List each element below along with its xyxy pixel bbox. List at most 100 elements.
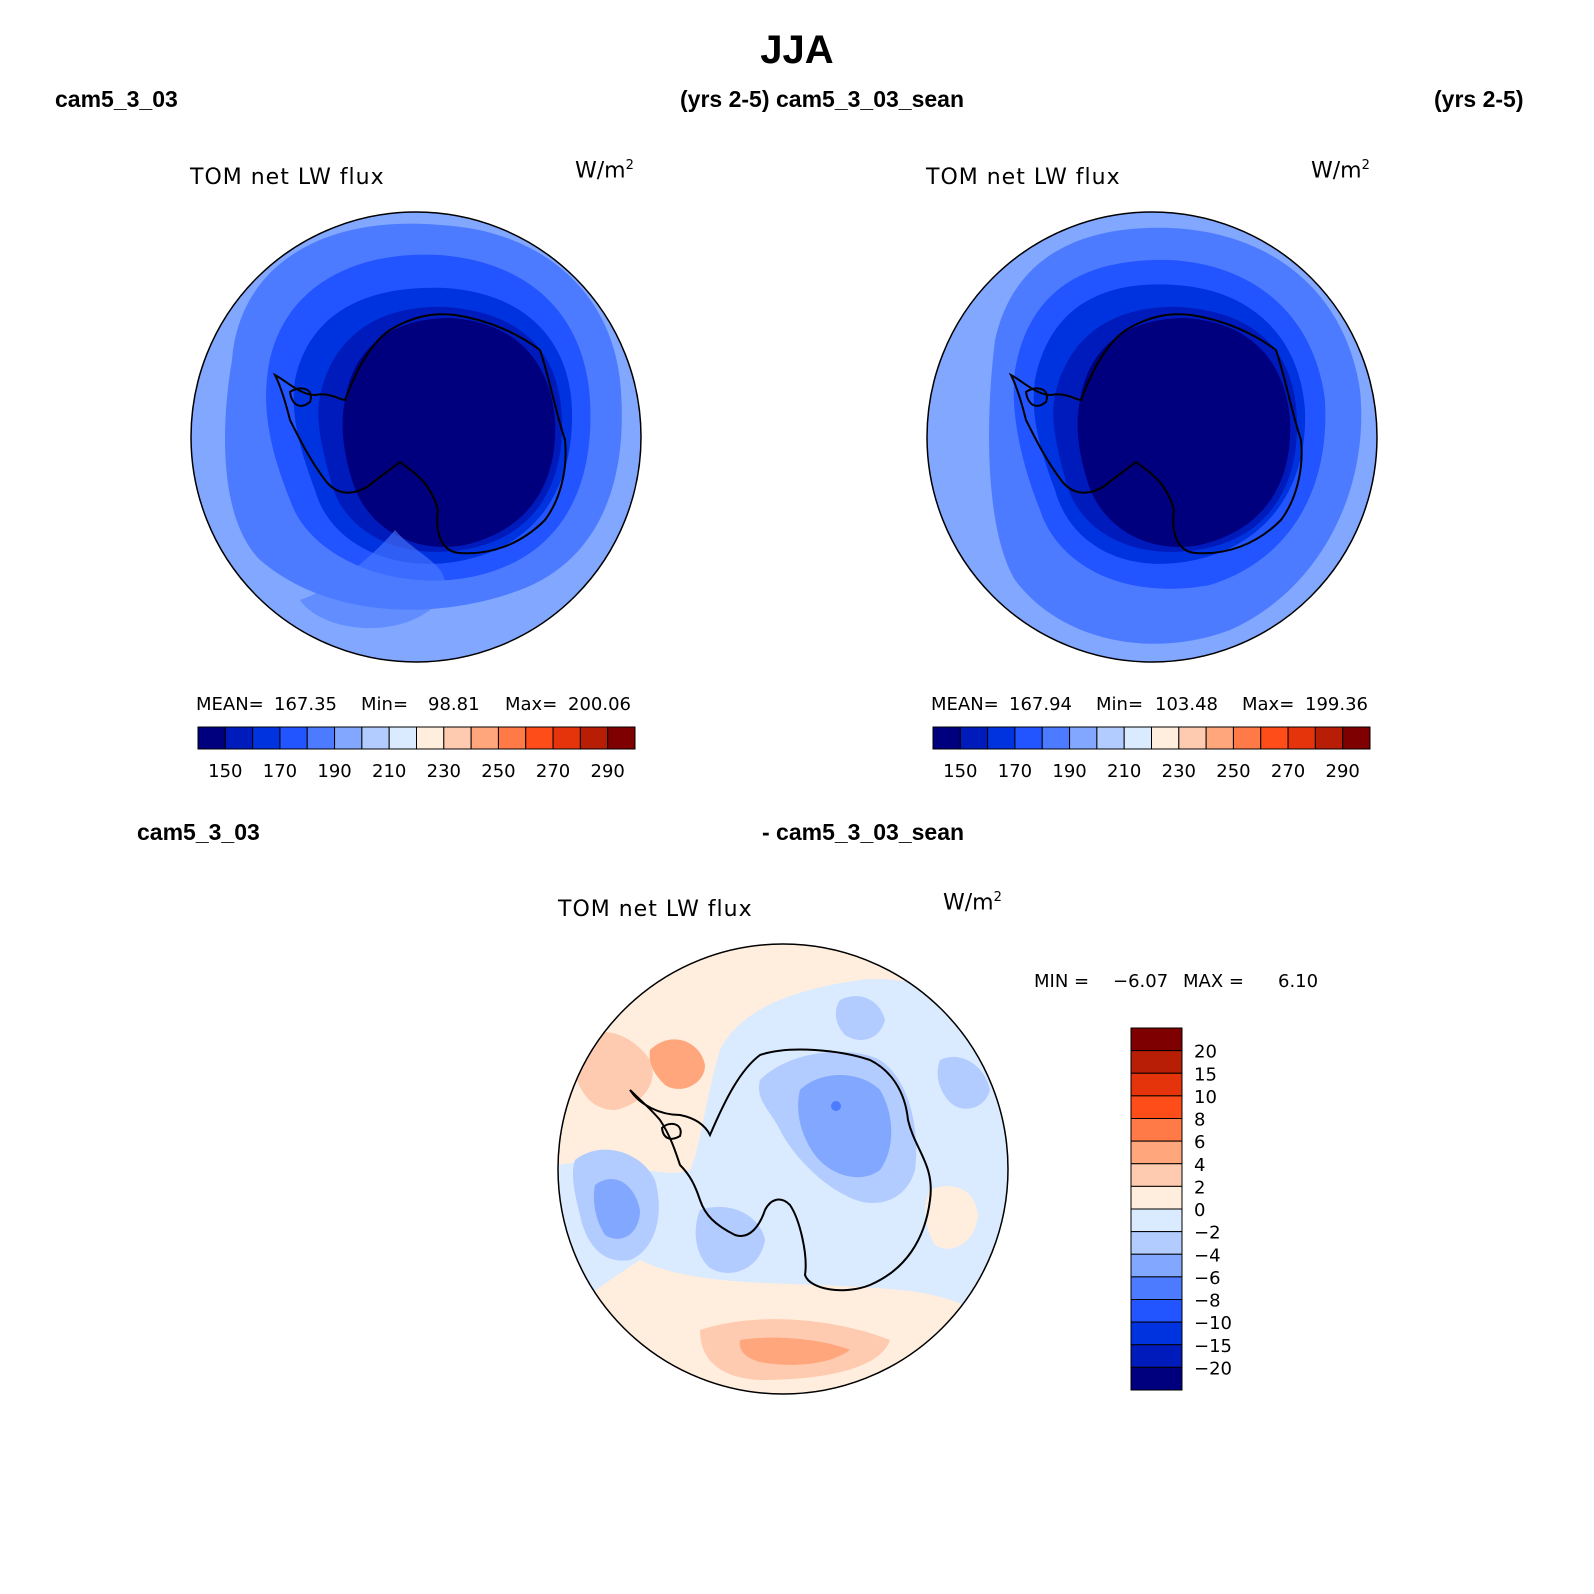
panel1-min-label: Min=	[361, 694, 409, 715]
diff-colorbar-swatch-12	[1130, 1299, 1183, 1323]
diff-colorbar-tick-label: −2	[1194, 1223, 1221, 1244]
panel2-case-name: cam5_3_03_sean	[776, 86, 964, 112]
diff-case-name: cam5_3_03	[137, 819, 260, 845]
panel2-polar-map	[926, 211, 1378, 663]
diff-colorbar-tick-label: 0	[1194, 1200, 1205, 1221]
diff-colorbar-tick-label: −8	[1194, 1291, 1221, 1312]
diff-colorbar-swatch-4	[1130, 1118, 1183, 1142]
panel1-colorbar-tick-label: 150	[208, 761, 242, 782]
panel2-colorbar-tick-label: 150	[943, 761, 977, 782]
panel2-max-label: Max=	[1242, 694, 1295, 715]
panel1-max-label: Max=	[505, 694, 558, 715]
diff-colorbar-tick-label: 8	[1194, 1110, 1205, 1131]
panel1-colorbar-tick-label: 210	[372, 761, 406, 782]
panel1-colorbar-tick-label: 250	[481, 761, 515, 782]
panel2-colorbar-swatch-10	[1205, 726, 1234, 750]
diff-case-minus: - cam5_3_03_sean	[762, 819, 965, 845]
panel2-mean-value: 167.94	[1009, 694, 1072, 715]
panel2-colorbar-swatch-2	[987, 726, 1016, 750]
panel1-colorbar-swatch-9	[443, 726, 472, 750]
panel1-colorbar-swatch-13	[552, 726, 581, 750]
diff-colorbar-swatch-10	[1130, 1253, 1183, 1278]
panel1-colorbar-swatch-10	[470, 726, 499, 750]
panel2-years: (yrs 2-5)	[1434, 86, 1524, 112]
diff-colorbar-swatch-2	[1130, 1072, 1183, 1097]
panel2-colorbar-tick-label: 290	[1326, 761, 1360, 782]
panel1-colorbar-swatch-1	[224, 726, 254, 750]
panel2-colorbar-tick-label: 270	[1271, 761, 1305, 782]
panel1-colorbar-swatch-12	[525, 726, 554, 750]
diff-colorbar-swatch-9	[1130, 1231, 1183, 1255]
panel1-colorbar: 150 170 190 210 230 250 270 290	[197, 726, 636, 782]
diff-colorbar-swatch-14	[1130, 1344, 1183, 1368]
panel2-colorbar-tick-label: 170	[998, 761, 1032, 782]
diff-colorbar-swatch-13	[1130, 1321, 1183, 1346]
panel1-case-name: cam5_3_03	[55, 86, 178, 112]
diff-colorbar-swatch-8	[1130, 1208, 1183, 1233]
diff-min-label: MIN =	[1034, 971, 1090, 992]
diff-colorbar-tick-label: −6	[1194, 1268, 1221, 1289]
diff-colorbar-tick-label: 6	[1194, 1132, 1205, 1153]
panel1-colorbar-swatch-5	[334, 726, 363, 750]
panel1-colorbar-tick-label: 230	[427, 761, 461, 782]
panel2-colorbar-swatch-0	[932, 726, 961, 750]
diff-colorbar-swatch-6	[1130, 1163, 1183, 1187]
diff-colorbar-swatch-7	[1130, 1185, 1183, 1210]
diff-polar-map	[557, 943, 1009, 1395]
diff-colorbar-tick-label: −10	[1194, 1313, 1232, 1334]
diff-colorbar-swatch-11	[1130, 1276, 1183, 1300]
diff-units: W/m2	[943, 890, 1002, 916]
panel2-variable-label: TOM net LW flux	[926, 165, 1121, 190]
panel1-colorbar-swatch-6	[361, 726, 390, 750]
panel2-colorbar-swatch-6	[1096, 726, 1125, 750]
panel2-units: W/m2	[1311, 158, 1370, 184]
panel2-colorbar-swatch-8	[1151, 726, 1180, 750]
panel2-colorbar-tick-label: 190	[1052, 761, 1086, 782]
diff-colorbar-swatch-1	[1130, 1050, 1183, 1074]
diff-colorbar-tick-label: −15	[1194, 1336, 1232, 1357]
panel1-variable-label: TOM net LW flux	[190, 165, 385, 190]
panel2-colorbar: 150 170 190 210 230 250 270 290	[932, 726, 1371, 782]
diff-variable-label: TOM net LW flux	[558, 897, 753, 922]
panel2-colorbar-swatch-3	[1014, 726, 1043, 750]
panel2-colorbar-swatch-14	[1314, 726, 1344, 750]
diff-colorbar-swatch-0	[1130, 1027, 1183, 1052]
panel1-max-value: 200.06	[568, 694, 631, 715]
panel2-colorbar-tick-label: 210	[1107, 761, 1141, 782]
panel2-colorbar-swatch-15	[1342, 726, 1371, 750]
page-title: JJA	[760, 28, 834, 72]
diff-colorbar-swatch-15	[1130, 1366, 1183, 1391]
diff-colorbar-tick-label: 4	[1194, 1155, 1205, 1176]
diff-colorbar-tick-label: −20	[1194, 1358, 1232, 1379]
panel2-colorbar-swatch-11	[1232, 726, 1262, 750]
diff-max-value: 6.10	[1278, 971, 1319, 992]
panel2-colorbar-swatch-4	[1041, 726, 1071, 750]
panel1-colorbar-tick-label: 190	[317, 761, 351, 782]
panel2-min-value: 103.48	[1155, 694, 1218, 715]
panel1-colorbar-swatch-14	[579, 726, 609, 750]
panel1-colorbar-tick-label: 170	[263, 761, 297, 782]
diff-colorbar-tick-label: 2	[1194, 1177, 1205, 1198]
panel1-colorbar-swatch-7	[388, 726, 417, 750]
panel2-colorbar-tick-label: 250	[1216, 761, 1250, 782]
panel1-colorbar-swatch-15	[607, 726, 636, 750]
diff-colorbar-tick-label: 10	[1194, 1087, 1217, 1108]
panel2-colorbar-swatch-12	[1260, 726, 1289, 750]
diff-colorbar-swatch-5	[1130, 1140, 1183, 1165]
diff-max-label: MAX =	[1183, 971, 1244, 992]
panel1-min-value: 98.81	[428, 694, 480, 715]
panel1-units: W/m2	[575, 158, 634, 184]
panel2-colorbar-swatch-7	[1123, 726, 1152, 750]
panel1-colorbar-swatch-8	[416, 726, 445, 750]
panel2-colorbar-tick-label: 230	[1162, 761, 1196, 782]
panel1-mean-value: 167.35	[274, 694, 337, 715]
panel1-colorbar-swatch-11	[497, 726, 527, 750]
panel1-colorbar-tick-label: 290	[591, 761, 625, 782]
diff-colorbar-tick-label: 15	[1194, 1064, 1217, 1085]
panel2-colorbar-swatch-13	[1287, 726, 1316, 750]
diff-colorbar-swatch-3	[1130, 1095, 1183, 1119]
panel1-colorbar-swatch-0	[197, 726, 226, 750]
diff-colorbar-tick-label: 20	[1194, 1042, 1217, 1063]
